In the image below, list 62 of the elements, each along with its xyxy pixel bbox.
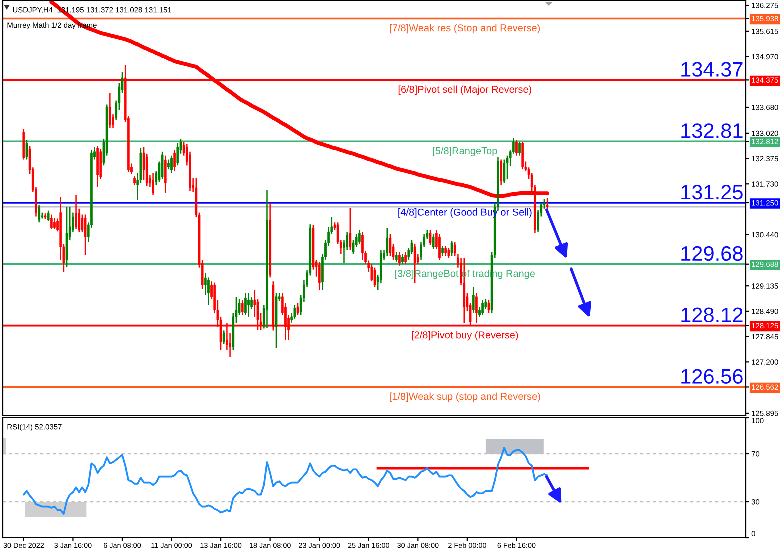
annotation: 131.25 xyxy=(682,184,743,200)
candlestick xyxy=(50,214,53,230)
candlestick xyxy=(516,139,518,156)
candlestick xyxy=(404,251,408,265)
candlestick xyxy=(38,204,41,224)
ref-line-label: [2/8]Pivot buy (Reverse) xyxy=(412,331,518,341)
candlestick xyxy=(432,234,435,250)
annotation: 128.12 xyxy=(682,308,743,323)
ref-line-label: [5/8]RangeTop xyxy=(433,147,498,156)
candlestick xyxy=(176,142,180,166)
candlestick xyxy=(442,246,444,257)
candlestick xyxy=(358,229,361,245)
candlestick xyxy=(108,92,112,129)
candlestick xyxy=(362,232,364,261)
candlestick xyxy=(389,234,392,257)
candlestick xyxy=(174,149,176,172)
candlestick xyxy=(398,251,401,266)
candlestick xyxy=(81,214,84,234)
candlestick xyxy=(244,292,247,316)
annotation: 132.81 xyxy=(682,124,743,138)
ref-line-label: [6/8]Pivot sell (Major Reverse) xyxy=(398,86,532,96)
candlestick xyxy=(402,253,404,265)
candlestick xyxy=(152,172,154,196)
candlestick xyxy=(248,292,250,318)
ref-line-label: [7/8]Weak res (Stop and Reverse) xyxy=(390,24,540,34)
candlestick xyxy=(500,159,503,186)
candlestick xyxy=(450,240,454,257)
candlestick xyxy=(296,302,300,316)
candlestick xyxy=(518,141,521,156)
candlestick xyxy=(222,330,226,346)
candlestick xyxy=(170,155,173,174)
candlestick xyxy=(429,230,432,246)
candlestick xyxy=(395,251,398,263)
candlestick xyxy=(488,299,490,314)
candlestick xyxy=(167,159,170,170)
candlestick xyxy=(522,141,524,170)
candlestick xyxy=(472,286,475,314)
candlestick xyxy=(54,218,56,230)
candlestick xyxy=(454,242,456,257)
candlestick xyxy=(438,234,441,261)
candlestick xyxy=(161,151,164,180)
candlestick xyxy=(241,299,244,316)
annotation: 129.68 xyxy=(682,246,743,262)
candlestick xyxy=(318,261,321,291)
candlestick xyxy=(482,299,484,316)
candlestick xyxy=(47,210,50,222)
candlestick xyxy=(294,304,296,320)
candlestick xyxy=(349,207,352,251)
candlestick xyxy=(374,267,376,288)
ref-line-label: [1/8]Weak sup (stop and Reverse) xyxy=(390,392,540,402)
candlestick xyxy=(26,139,28,160)
candlestick xyxy=(208,277,210,306)
candlestick xyxy=(386,228,389,257)
candlestick xyxy=(164,155,167,194)
candlestick xyxy=(503,159,506,184)
candlestick xyxy=(84,214,87,256)
candlestick xyxy=(75,194,78,230)
annotation: 126.56 xyxy=(682,369,743,384)
candlestick xyxy=(448,248,450,259)
candlestick xyxy=(134,176,136,186)
candlestick xyxy=(444,246,448,257)
annotation: 134.37 xyxy=(682,62,743,77)
